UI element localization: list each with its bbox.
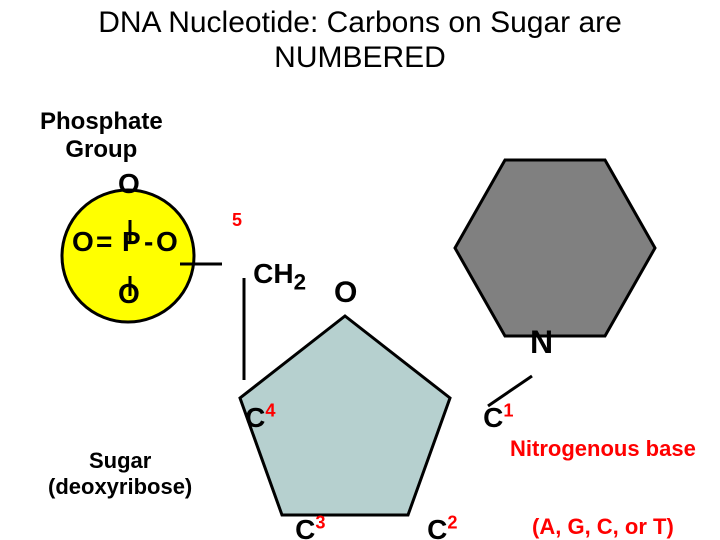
sugar-o: O <box>334 276 357 310</box>
phosphate-p: P <box>122 226 141 258</box>
base-n: N <box>530 324 553 361</box>
ch2-sub: 2 <box>294 270 306 295</box>
base-label-line1: Nitrogenous base <box>510 436 696 462</box>
ch2-text: CH <box>253 258 293 289</box>
c2-base: C <box>427 514 447 540</box>
carbon-c3: C3 <box>264 482 325 540</box>
sugar-label: Sugar (deoxyribose) <box>48 448 192 500</box>
base-label-line2: (A, G, C, or T) <box>510 514 696 540</box>
carbon-c2: C2 <box>396 482 457 540</box>
carbon-c1: C1 <box>452 370 513 466</box>
phosphate-o-top: O <box>118 168 140 200</box>
c3-base: C <box>295 514 315 540</box>
base-hexagon <box>455 160 655 336</box>
c3-num: 3 <box>315 513 325 533</box>
phosphate-eq: = <box>96 226 112 258</box>
carbon-c4: C4 <box>214 370 275 466</box>
c4-base: C <box>245 402 265 433</box>
base-label: Nitrogenous base (A, G, C, or T) <box>510 384 696 540</box>
c4-num: 4 <box>265 401 275 421</box>
phosphate-o-left: O <box>72 226 94 258</box>
phosphate-label: Phosphate Group <box>40 108 163 164</box>
c1-base: C <box>483 402 503 433</box>
c2-num: 2 <box>447 513 457 533</box>
ch2-label: CH2 <box>222 226 306 322</box>
phosphate-o-right: O <box>156 226 178 258</box>
diagram-stage: DNA Nucleotide: Carbons on Sugar are NUM… <box>0 0 720 540</box>
phosphate-o-bottom: O <box>118 278 140 310</box>
phosphate-dash: - <box>144 226 153 258</box>
